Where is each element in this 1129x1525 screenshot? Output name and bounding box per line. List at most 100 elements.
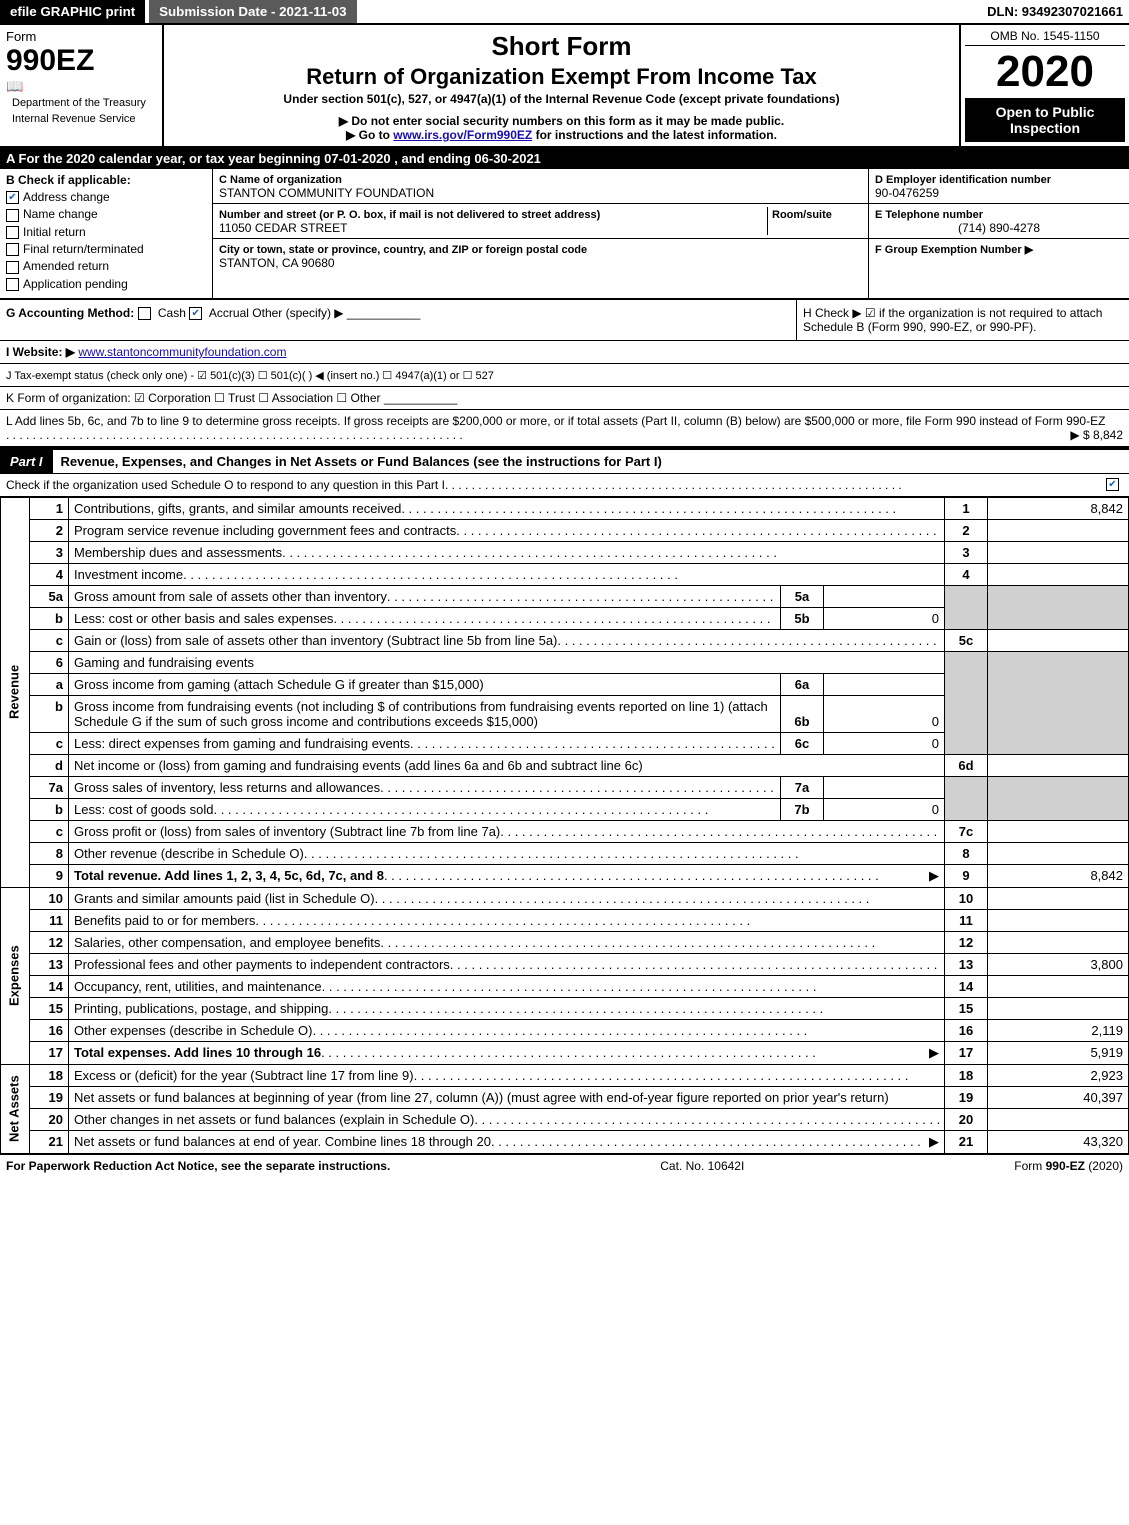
schedule-b-check-text: H Check ▶ ☑ if the organization is not r…: [803, 306, 1102, 334]
submission-date-button[interactable]: Submission Date - 2021-11-03: [149, 0, 356, 23]
header-right: OMB No. 1545-1150 2020 Open to Public In…: [959, 25, 1129, 146]
line2-val: [988, 519, 1129, 541]
cash-checkbox[interactable]: [138, 307, 151, 320]
line5a-num: 5a: [30, 585, 69, 607]
line6a-sn: 6a: [781, 673, 824, 695]
line19-val: 40,397: [988, 1086, 1129, 1108]
accounting-method-label: G Accounting Method:: [6, 306, 134, 320]
application-pending-label: Application pending: [23, 277, 128, 291]
line5c-ln: 5c: [945, 629, 988, 651]
department: Department of the Treasury: [6, 95, 156, 111]
line20-desc: Other changes in net assets or fund bala…: [74, 1112, 474, 1127]
line6b-sn: 6b: [781, 695, 824, 732]
gross-receipts-text: L Add lines 5b, 6c, and 7b to line 9 to …: [6, 414, 1105, 428]
name-change-label: Name change: [23, 207, 98, 221]
line5c-val: [988, 629, 1129, 651]
expenses-side-label: Expenses: [1, 887, 30, 1064]
part1-schedule-o-checkbox[interactable]: [1106, 478, 1119, 491]
line10-val: [988, 887, 1129, 909]
org-name-label: C Name of organization: [219, 174, 342, 186]
info-block: B Check if applicable: Address change Na…: [0, 169, 1129, 300]
line11-num: 11: [30, 909, 69, 931]
line3-ln: 3: [945, 541, 988, 563]
street: 11050 CEDAR STREET: [219, 221, 348, 235]
line6b-sv: 0: [824, 695, 945, 732]
line5b-sn: 5b: [781, 607, 824, 629]
footer-mid: Cat. No. 10642I: [660, 1159, 744, 1173]
part1-check-text: Check if the organization used Schedule …: [6, 478, 445, 492]
line6b-num: b: [30, 695, 69, 732]
name-change-checkbox[interactable]: [6, 209, 19, 222]
line5c-desc: Gain or (loss) from sale of assets other…: [74, 633, 557, 648]
line15-desc: Printing, publications, postage, and shi…: [74, 1001, 328, 1016]
line18-val: 2,923: [988, 1064, 1129, 1086]
section-j: J Tax-exempt status (check only one) - ☑…: [0, 364, 1129, 387]
section-l: L Add lines 5b, 6c, and 7b to line 9 to …: [0, 410, 1129, 448]
initial-return-checkbox[interactable]: [6, 226, 19, 239]
line20-ln: 20: [945, 1108, 988, 1130]
line17-arrow: ▶: [925, 1045, 939, 1061]
header-left: Form 990EZ 📖 Department of the Treasury …: [0, 25, 164, 146]
dln-label: DLN: 93492307021661: [981, 0, 1129, 23]
tax-year: 2020: [965, 46, 1125, 98]
line13-ln: 13: [945, 953, 988, 975]
line17-val: 5,919: [988, 1041, 1129, 1064]
line8-ln: 8: [945, 842, 988, 864]
efile-print-button[interactable]: efile GRAPHIC print: [0, 0, 145, 23]
line2-num: 2: [30, 519, 69, 541]
page-footer: For Paperwork Reduction Act Notice, see …: [0, 1154, 1129, 1177]
line21-num: 21: [30, 1130, 69, 1153]
line14-desc: Occupancy, rent, utilities, and maintena…: [74, 979, 322, 994]
line20-num: 20: [30, 1108, 69, 1130]
final-return-checkbox[interactable]: [6, 243, 19, 256]
short-form-title: Short Form: [172, 31, 951, 62]
line16-ln: 16: [945, 1019, 988, 1041]
footer-left: For Paperwork Reduction Act Notice, see …: [6, 1159, 390, 1173]
irs-link[interactable]: www.irs.gov/Form990EZ: [393, 128, 532, 142]
group-exemption-label: F Group Exemption Number ▶: [875, 244, 1033, 256]
line17-num: 17: [30, 1041, 69, 1064]
line10-ln: 10: [945, 887, 988, 909]
line13-val: 3,800: [988, 953, 1129, 975]
topbar: efile GRAPHIC print Submission Date - 20…: [0, 0, 1129, 25]
city-label: City or town, state or province, country…: [219, 244, 587, 256]
final-return-label: Final return/terminated: [23, 242, 144, 256]
line6c-num: c: [30, 732, 69, 754]
line19-num: 19: [30, 1086, 69, 1108]
line8-desc: Other revenue (describe in Schedule O): [74, 846, 304, 861]
line19-ln: 19: [945, 1086, 988, 1108]
line20-val: [988, 1108, 1129, 1130]
line7b-desc: Less: cost of goods sold: [74, 802, 213, 817]
line6c-sn: 6c: [781, 732, 824, 754]
line1-val: 8,842: [988, 497, 1129, 519]
header-mid: Short Form Return of Organization Exempt…: [164, 25, 959, 146]
section-gh: G Accounting Method: Cash Accrual Other …: [0, 300, 1129, 341]
line5b-num: b: [30, 607, 69, 629]
goto-suffix: for instructions and the latest informat…: [536, 128, 777, 142]
amended-return-checkbox[interactable]: [6, 261, 19, 274]
line6a-num: a: [30, 673, 69, 695]
website-label: I Website: ▶: [6, 345, 75, 359]
irs-label: Internal Revenue Service: [6, 111, 156, 127]
line12-num: 12: [30, 931, 69, 953]
line6d-desc: Net income or (loss) from gaming and fun…: [74, 758, 643, 773]
address-change-checkbox[interactable]: [6, 191, 19, 204]
line11-ln: 11: [945, 909, 988, 931]
website-link[interactable]: www.stantoncommunityfoundation.com: [78, 345, 286, 359]
line13-desc: Professional fees and other payments to …: [74, 957, 450, 972]
line21-val: 43,320: [988, 1130, 1129, 1153]
line6d-num: d: [30, 754, 69, 776]
line6b-desc: Gross income from fundraising events (no…: [74, 699, 768, 729]
line4-ln: 4: [945, 563, 988, 585]
line9-val: 8,842: [988, 864, 1129, 887]
line6a-sv: [824, 673, 945, 695]
other-method-label: Other (specify) ▶: [252, 306, 343, 320]
line12-desc: Salaries, other compensation, and employ…: [74, 935, 380, 950]
line1-num: 1: [30, 497, 69, 519]
section-g: G Accounting Method: Cash Accrual Other …: [0, 300, 796, 340]
application-pending-checkbox[interactable]: [6, 278, 19, 291]
line4-val: [988, 563, 1129, 585]
address-change-label: Address change: [23, 190, 110, 204]
accrual-checkbox[interactable]: [189, 307, 202, 320]
line12-ln: 12: [945, 931, 988, 953]
